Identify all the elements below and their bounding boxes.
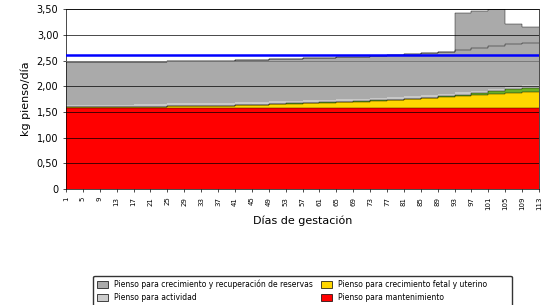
X-axis label: Días de gestación: Días de gestación [253, 216, 352, 226]
Y-axis label: kg pienso/día: kg pienso/día [20, 62, 31, 136]
Legend: Pienso para crecimiento y recuperación de reservas, Pienso para actividad, Piens: Pienso para crecimiento y recuperación d… [93, 276, 512, 305]
